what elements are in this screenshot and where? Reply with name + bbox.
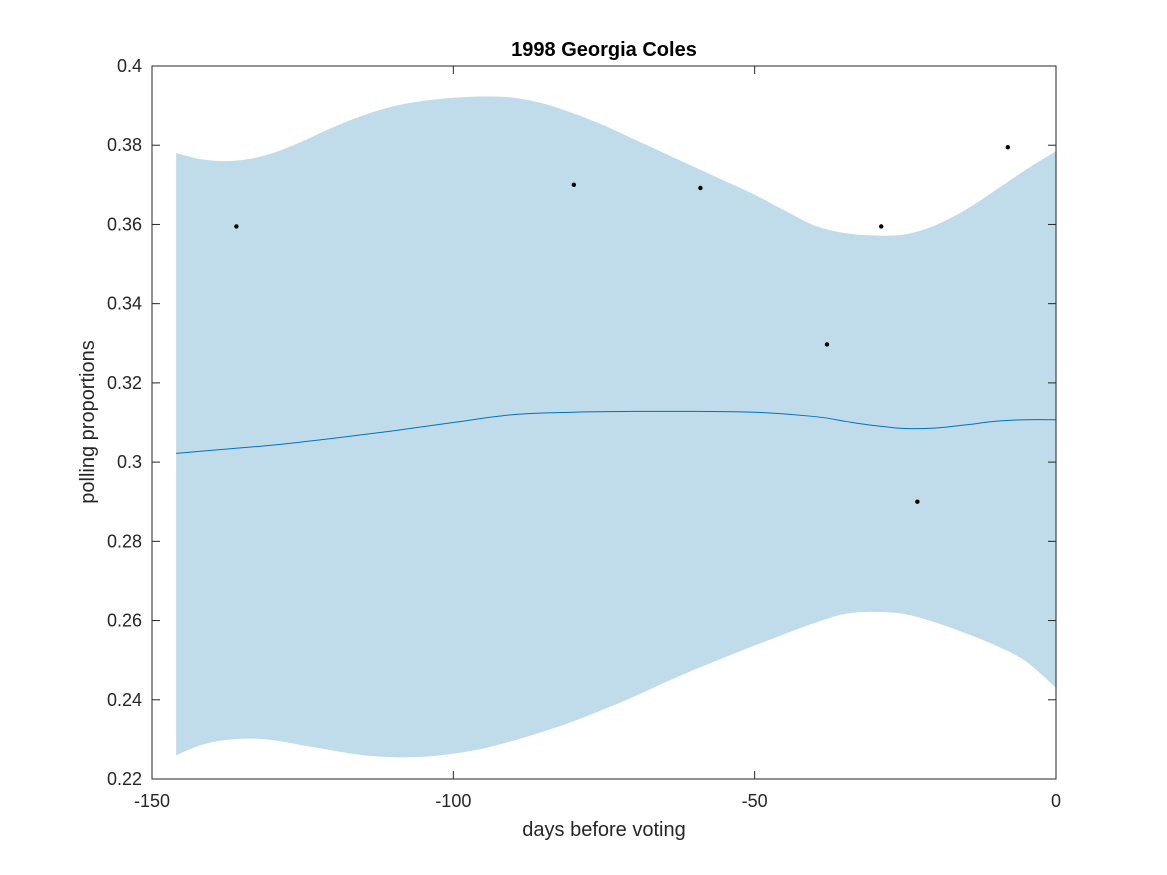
data-point [571,182,577,188]
data-point [234,224,239,229]
axes-box [151,65,1057,780]
data-point [824,342,830,347]
chart-title: 1998 Georgia Coles [511,39,697,61]
tick-marks [151,65,1057,780]
y-tick-label: 0.24 [107,690,142,710]
y-axis-label: polling proportions [77,340,99,503]
y-tick-label: 0.36 [107,214,142,234]
plot-area: -150 -100 -50 0 0.22 0.24 0.26 0.28 0.3 0.32 0.34… [107,56,1061,811]
y-tick-label: 0.26 [107,611,142,631]
y-tick-label: 0.28 [107,531,142,551]
data-point [698,185,703,191]
x-tick-labels: -150 -100 -50 0 [134,791,1061,811]
y-tick-labels: 0.22 0.24 0.26 0.28 0.3 0.32 0.34 0.36 0.38 0.4 [107,56,142,789]
y-tick-label: 0.22 [107,769,142,789]
x-tick-label: -150 [134,791,170,811]
data-point [879,224,884,229]
x-tick-label: -100 [435,791,471,811]
x-tick-label: -50 [742,791,768,811]
y-tick-label: 0.4 [117,56,142,76]
y-tick-label: 0.3 [117,452,142,472]
confidence-band [176,96,1057,758]
data-point [915,499,920,504]
y-tick-label: 0.32 [107,373,142,393]
series-line [176,410,1057,454]
x-tick-label: 0 [1051,791,1061,811]
y-tick-label: 0.34 [107,294,142,314]
data-point [1005,145,1010,150]
data-points [234,145,1010,504]
x-axis-label: days before voting [522,819,685,841]
y-tick-label: 0.38 [107,135,142,155]
